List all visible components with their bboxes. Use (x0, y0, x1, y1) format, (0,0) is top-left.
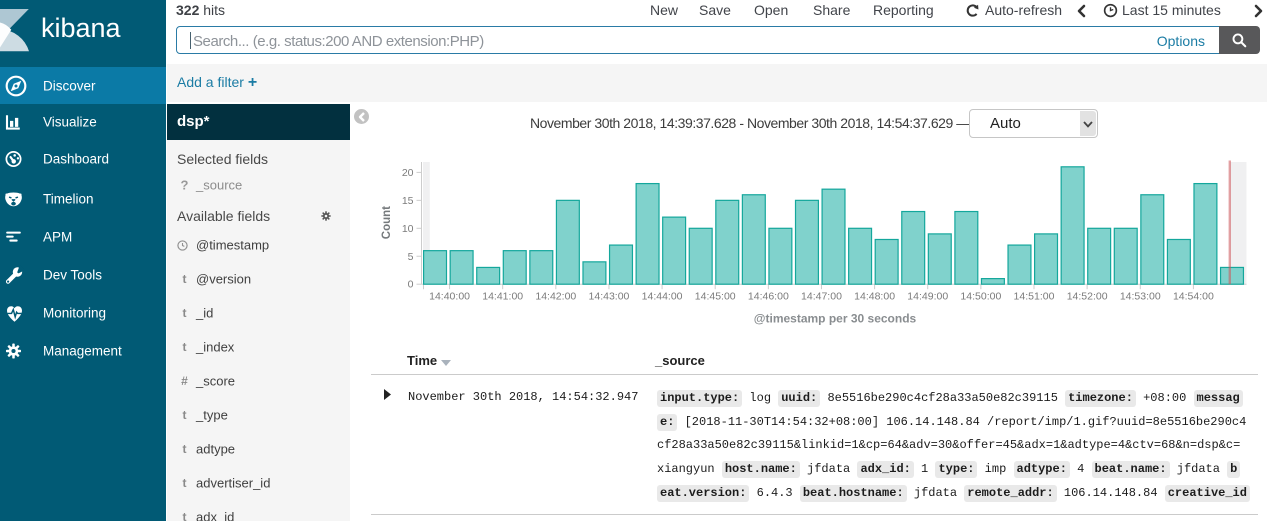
svg-text:15: 15 (402, 195, 414, 207)
svg-text:14:54:00: 14:54:00 (1173, 291, 1214, 303)
svg-text:14:50:00: 14:50:00 (960, 291, 1001, 303)
svg-text:14:48:00: 14:48:00 (854, 291, 895, 303)
svg-text:14:42:00: 14:42:00 (535, 291, 576, 303)
svg-text:14:51:00: 14:51:00 (1014, 291, 1055, 303)
svg-text:14:45:00: 14:45:00 (695, 291, 736, 303)
svg-text:Count: Count (381, 206, 393, 239)
svg-text:14:46:00: 14:46:00 (748, 291, 789, 303)
svg-text:10: 10 (402, 223, 414, 235)
svg-text:5: 5 (408, 251, 414, 263)
svg-text:0: 0 (408, 279, 414, 291)
svg-text:14:49:00: 14:49:00 (907, 291, 948, 303)
svg-text:20: 20 (402, 167, 414, 179)
svg-text:@timestamp per 30 seconds: @timestamp per 30 seconds (754, 312, 917, 326)
svg-text:14:52:00: 14:52:00 (1067, 291, 1108, 303)
svg-text:14:47:00: 14:47:00 (801, 291, 842, 303)
svg-text:14:40:00: 14:40:00 (429, 291, 470, 303)
svg-text:14:43:00: 14:43:00 (589, 291, 630, 303)
svg-text:14:41:00: 14:41:00 (482, 291, 523, 303)
svg-text:14:53:00: 14:53:00 (1120, 291, 1161, 303)
svg-text:14:44:00: 14:44:00 (642, 291, 683, 303)
